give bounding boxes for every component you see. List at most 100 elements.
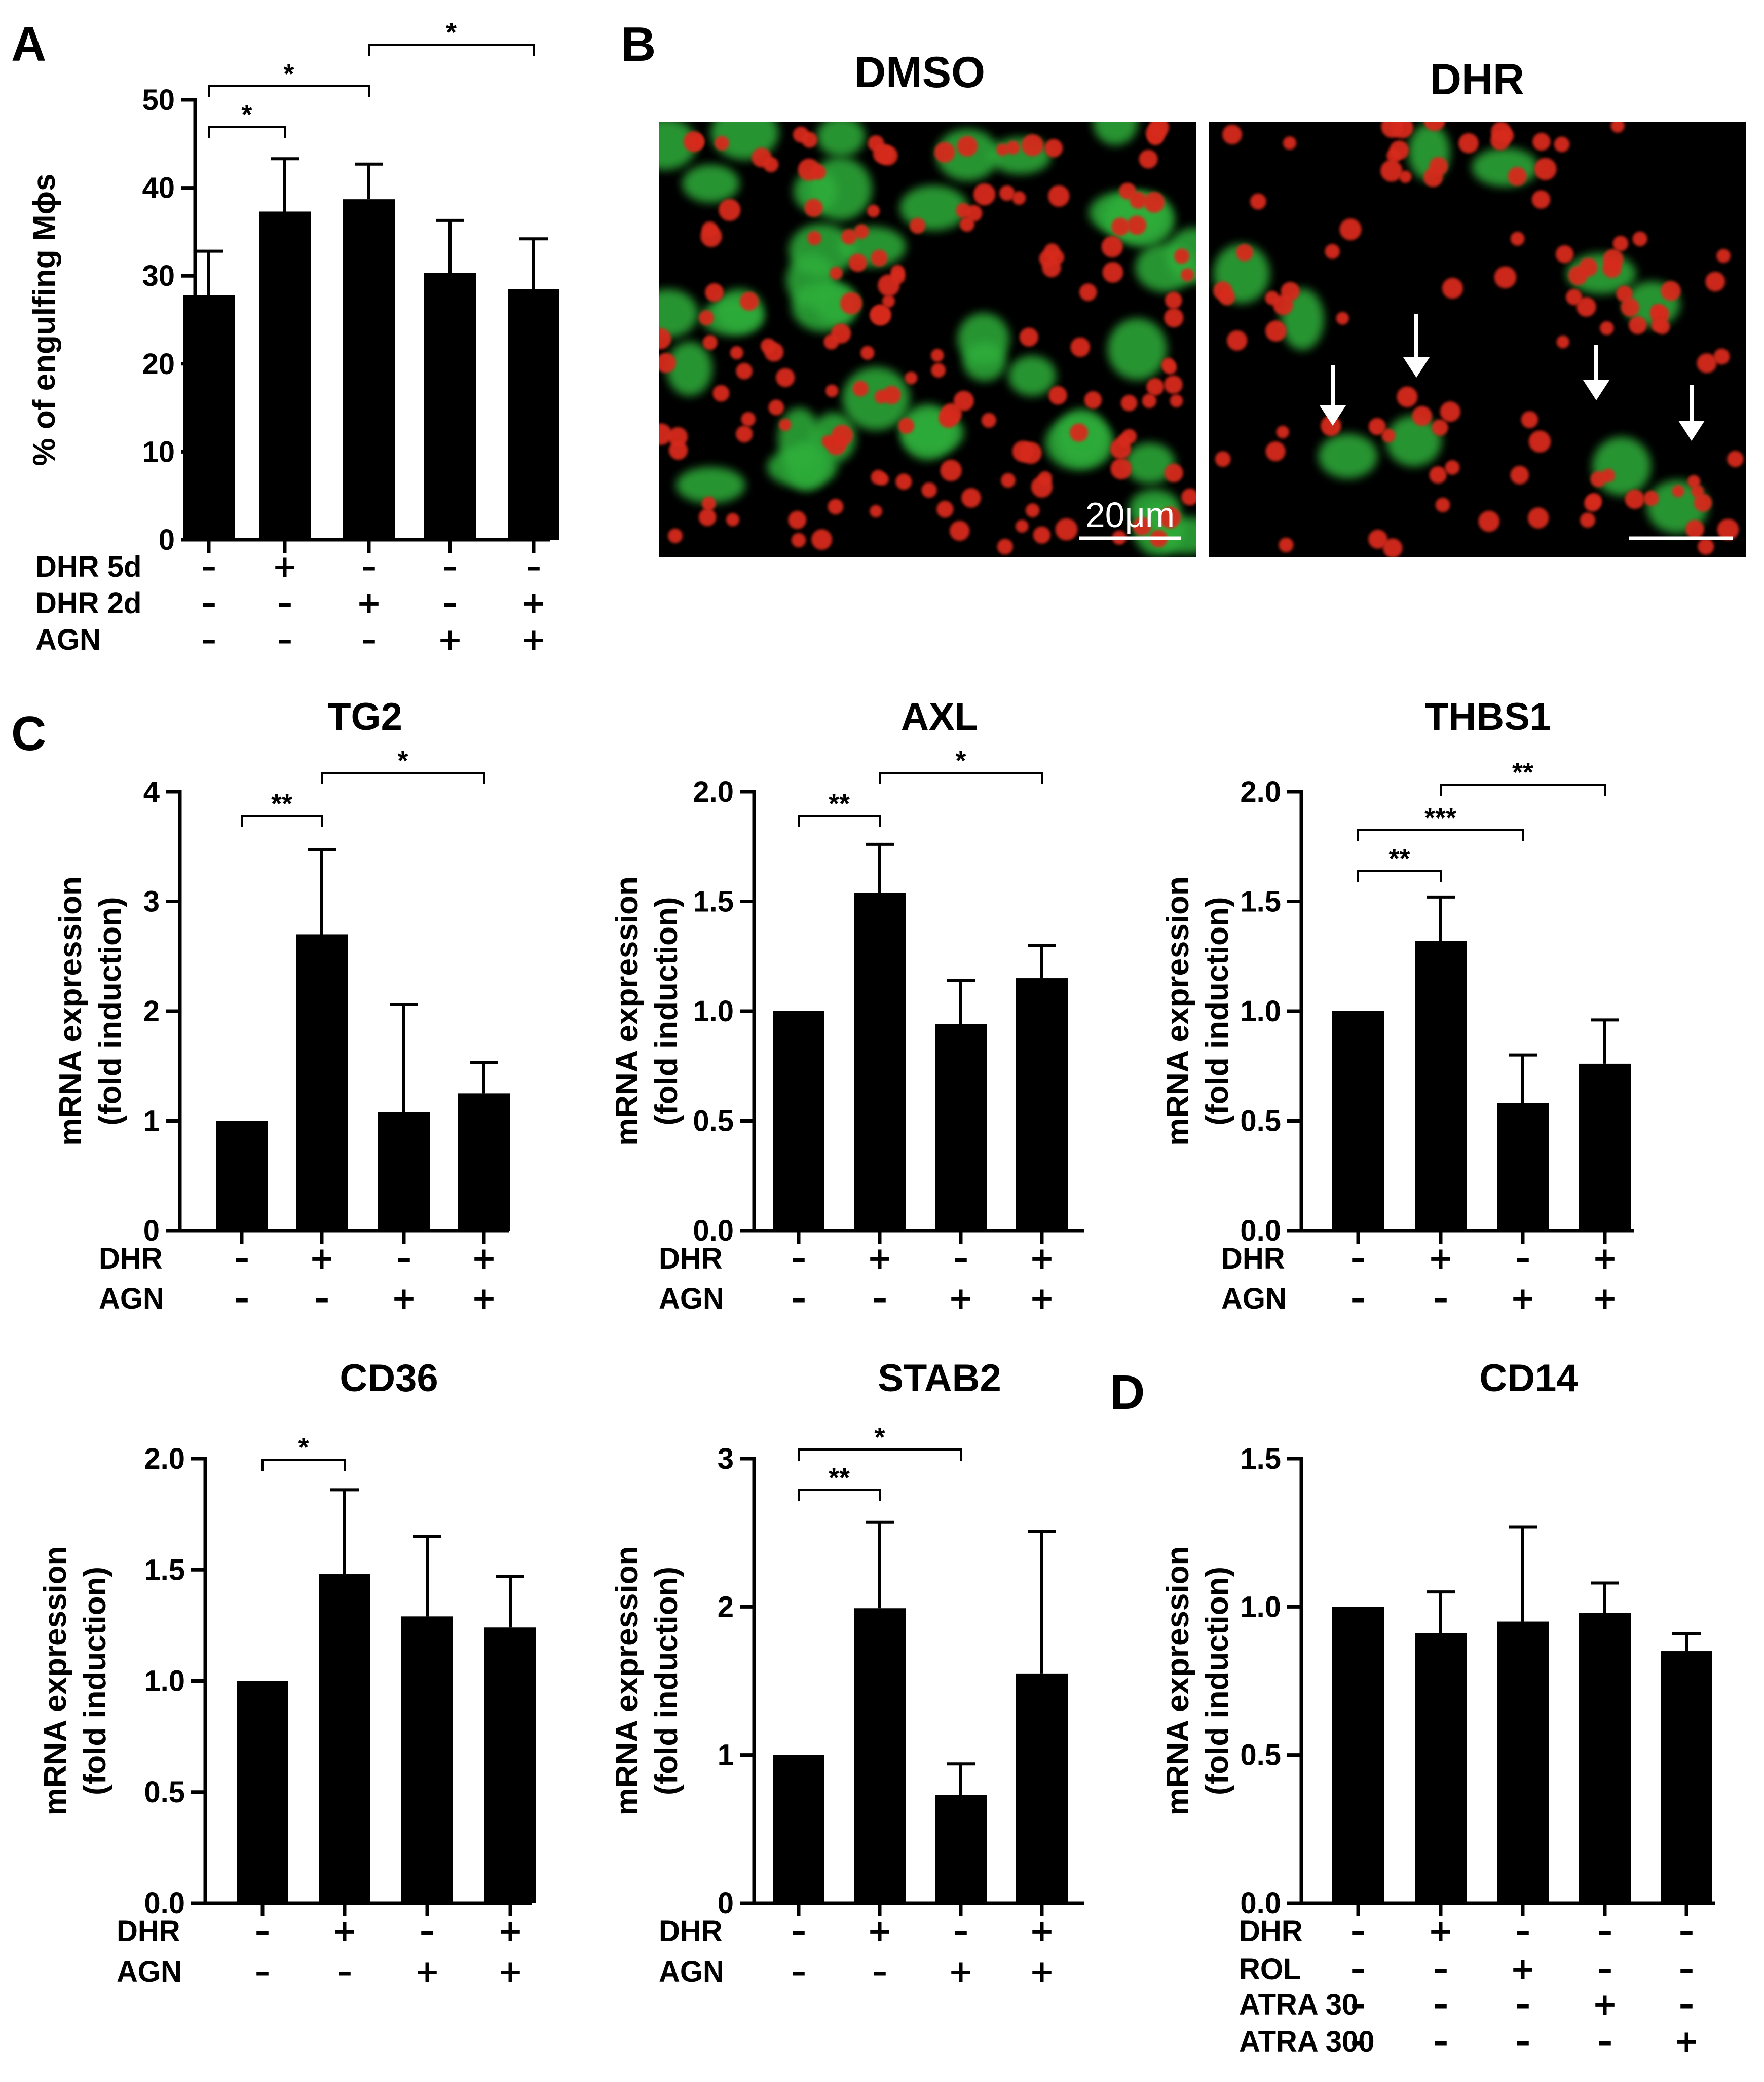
red-cell xyxy=(1142,393,1157,408)
red-cell xyxy=(1532,132,1551,151)
red-cell xyxy=(852,381,869,397)
red-cell xyxy=(867,204,880,217)
red-cell xyxy=(1042,258,1061,278)
red-cell xyxy=(921,482,937,498)
red-cell xyxy=(1655,319,1670,334)
bar xyxy=(1661,1651,1712,1903)
red-cell xyxy=(712,385,730,402)
condition-mark: – xyxy=(1679,1913,1694,1949)
condition-mark: + xyxy=(498,1954,523,1989)
micrograph-title-dmso: DMSO xyxy=(854,48,985,97)
arrow-head-icon xyxy=(1678,421,1705,441)
significance-bracket xyxy=(798,1489,881,1501)
red-cell xyxy=(1283,136,1297,150)
red-cell xyxy=(1164,375,1183,394)
condition-mark: – xyxy=(255,1954,270,1989)
y-axis-label: mRNA expression xyxy=(610,876,645,1146)
red-cell xyxy=(776,368,795,387)
condition-label: AGN xyxy=(1221,1282,1287,1315)
red-cell xyxy=(961,488,981,508)
red-cell xyxy=(823,334,839,350)
green-cell xyxy=(659,289,698,338)
red-cell xyxy=(1021,134,1044,157)
chart-stab2: STAB2 0 1 2 3 mRNA expression (fold induction)… xyxy=(610,1357,1084,1989)
red-cell xyxy=(726,513,740,527)
red-cell xyxy=(1380,160,1403,182)
red-cell xyxy=(1101,236,1123,258)
red-cell xyxy=(1429,466,1447,484)
condition-mark: + xyxy=(1510,1281,1535,1316)
red-cell xyxy=(878,274,900,296)
condition-mark: – xyxy=(872,1954,887,1989)
panel-label-a: A xyxy=(11,17,46,71)
green-cell xyxy=(816,122,866,157)
red-cell xyxy=(1580,512,1596,528)
condition-mark: + xyxy=(1029,1913,1055,1949)
y-axis-label: mRNA expression xyxy=(1160,1546,1195,1816)
y-tick-label: 50 xyxy=(142,84,175,117)
condition-mark: + xyxy=(521,585,546,621)
condition-mark: – xyxy=(1350,1281,1366,1316)
red-cell xyxy=(1159,506,1181,529)
red-cell xyxy=(791,533,806,548)
bar xyxy=(773,1755,824,1903)
significance-label: ** xyxy=(829,789,850,819)
condition-mark: + xyxy=(415,1954,440,1989)
bar xyxy=(854,1608,906,1903)
chart-title: CD14 xyxy=(1479,1357,1578,1400)
significance-bracket xyxy=(208,85,370,97)
red-cell xyxy=(1043,243,1061,260)
red-cell xyxy=(811,529,833,550)
red-cell xyxy=(1577,297,1596,317)
condition-mark: – xyxy=(1350,1987,1366,2022)
red-cell xyxy=(873,143,893,164)
red-cell xyxy=(934,142,955,163)
green-cell xyxy=(1472,147,1538,187)
red-cell xyxy=(1429,157,1448,176)
y-tick-label: 4 xyxy=(143,775,160,808)
condition-mark: – xyxy=(1515,1987,1530,2022)
red-cell xyxy=(1164,308,1184,327)
condition-mark: – xyxy=(201,622,216,657)
red-cell xyxy=(1554,136,1570,153)
significance-label: ** xyxy=(829,1463,850,1493)
red-cell xyxy=(1033,526,1050,544)
y-tick-label: 1.5 xyxy=(693,885,734,918)
bar xyxy=(401,1616,453,1903)
y-tick-label: 0.5 xyxy=(1240,1739,1281,1772)
red-cell xyxy=(1508,167,1527,186)
red-cell xyxy=(701,496,716,511)
condition-mark: – xyxy=(1350,2024,1366,2059)
panel-label-d: D xyxy=(1110,1365,1145,1420)
condition-mark: – xyxy=(277,585,292,621)
chart-thbs1: THBS1 0.0 0.5 1.0 1.5 2.0 mRNA expression (fold… xyxy=(1160,695,1634,1316)
red-cell xyxy=(1510,232,1525,246)
condition-mark: – xyxy=(396,1241,411,1276)
red-cell xyxy=(719,199,741,221)
significance-label: * xyxy=(446,17,457,48)
chart-title: CD36 xyxy=(340,1357,438,1400)
red-cell xyxy=(1325,244,1340,259)
green-cell xyxy=(1592,436,1651,496)
red-cell xyxy=(699,310,714,325)
green-cell xyxy=(666,341,712,396)
red-cell xyxy=(1612,236,1629,251)
y-tick-label: 0.0 xyxy=(1240,1887,1281,1920)
red-cell xyxy=(1590,471,1606,488)
red-cell xyxy=(1727,451,1744,467)
green-cell xyxy=(675,467,745,504)
red-cell xyxy=(1048,185,1070,207)
red-cell xyxy=(905,371,918,385)
green-cell xyxy=(778,407,821,470)
bar xyxy=(1016,978,1068,1231)
condition-mark: – xyxy=(1515,1913,1530,1949)
condition-mark: – xyxy=(1597,1951,1612,1987)
red-cell xyxy=(1685,519,1704,539)
significance-bracket xyxy=(1357,829,1524,841)
red-cell xyxy=(1146,378,1164,396)
condition-mark: + xyxy=(272,549,297,584)
red-cell xyxy=(1235,244,1253,262)
red-cell xyxy=(1458,133,1479,154)
red-cell xyxy=(736,425,753,443)
red-cell xyxy=(736,362,753,380)
